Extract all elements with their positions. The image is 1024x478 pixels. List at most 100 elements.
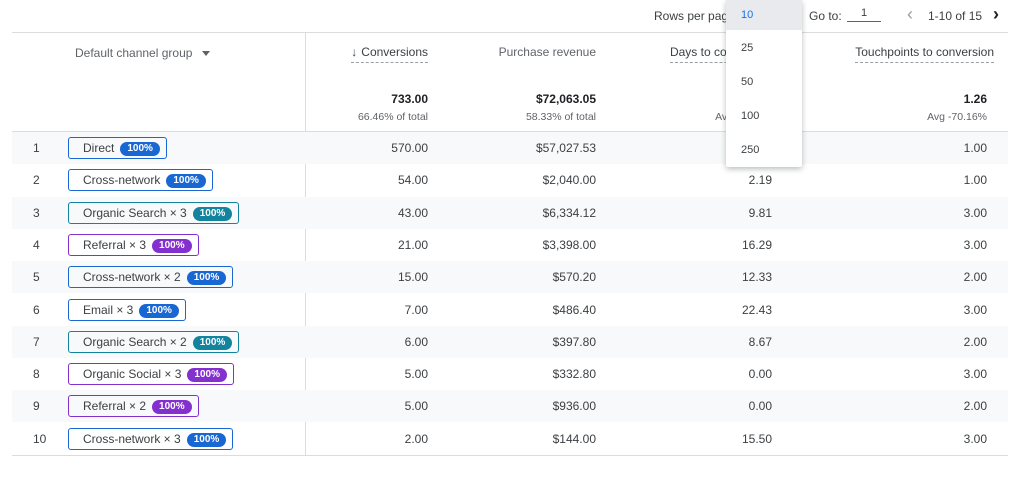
table-row[interactable]: 5 Cross-network × 2 100% 15.00 $570.20 12.33 2… <box>12 261 1008 294</box>
channel-label: Referral × 2 <box>83 399 147 414</box>
percent-badge: 100% <box>192 206 233 221</box>
touchpoints-average: Avg -70.16% <box>927 111 987 123</box>
percent-badge: 100% <box>192 335 233 350</box>
touchpoints-cell: 2.00 <box>963 334 987 349</box>
row-index: 8 <box>33 367 40 382</box>
dimension-selector[interactable]: Default channel group <box>75 46 211 60</box>
row-index: 2 <box>33 173 40 188</box>
column-label: Purchase revenue <box>498 45 596 59</box>
table-header: Default channel group ↓ Conversions Purch… <box>12 33 1008 131</box>
channel-chip[interactable]: Referral × 2 100% <box>68 395 199 418</box>
conversions-cell: 5.00 <box>404 399 428 414</box>
channel-chip[interactable]: Organic Social × 3 100% <box>68 363 234 386</box>
rows-option-25[interactable]: 25 <box>741 42 754 54</box>
touchpoints-cell: 3.00 <box>963 367 987 382</box>
conversions-cell: 570.00 <box>391 141 428 155</box>
revenue-cell: $332.80 <box>552 367 596 382</box>
column-header-touchpoints[interactable]: Touchpoints to conversion <box>855 45 994 63</box>
conversions-cell: 5.00 <box>404 367 428 382</box>
table-bottom-border <box>12 455 1008 456</box>
days-cell: 15.50 <box>741 431 772 446</box>
days-cell: 0.00 <box>748 399 772 414</box>
conversions-cell: 7.00 <box>404 302 428 317</box>
days-cell: 12.33 <box>741 270 772 285</box>
days-cell: 2.19 <box>748 173 772 188</box>
channel-chip[interactable]: Organic Search × 3 100% <box>68 201 240 224</box>
channel-chip[interactable]: Organic Search × 2 100% <box>68 330 240 353</box>
rows-per-page-menu: 10 25 50 100 250 <box>726 0 802 167</box>
conversions-cell: 2.00 <box>404 431 428 446</box>
days-cell: 22.43 <box>741 302 772 317</box>
revenue-cell: $57,027.53 <box>535 141 596 155</box>
channel-chip[interactable]: Direct 100% <box>68 137 167 159</box>
conversions-cell: 54.00 <box>397 173 428 188</box>
table-row[interactable]: 3 Organic Search × 3 100% 43.00 $6,334.12 9.8… <box>12 196 1008 229</box>
conversions-cell: 6.00 <box>404 334 428 349</box>
table-top-border <box>12 32 1008 33</box>
column-label: Conversions <box>361 45 428 59</box>
table-row[interactable]: 6 Email × 3 100% 7.00 $486.40 22.43 3.00 <box>12 294 1008 326</box>
table-row[interactable]: 8 Organic Social × 3 100% 5.00 $332.80 0.00 3.… <box>12 358 1008 390</box>
revenue-cell: $936.00 <box>552 399 596 414</box>
total-touchpoints: 1.26 <box>963 92 987 106</box>
dimension-column-divider <box>305 33 306 455</box>
row-index: 10 <box>33 431 47 446</box>
channel-chip[interactable]: Email × 3 100% <box>68 298 186 321</box>
channel-label: Organic Social × 3 <box>83 367 182 382</box>
channel-chip[interactable]: Cross-network × 2 100% <box>68 266 234 289</box>
table-row[interactable]: 9 Referral × 2 100% 5.00 $936.00 0.00 2.00 <box>12 390 1008 423</box>
touchpoints-cell: 3.00 <box>963 431 987 446</box>
channel-chip[interactable]: Cross-network × 3 100% <box>68 427 234 450</box>
revenue-cell: $397.80 <box>552 334 596 349</box>
row-index: 7 <box>33 334 40 349</box>
conversions-cell: 21.00 <box>397 237 428 252</box>
chevron-left-icon[interactable]: ‹ <box>907 4 913 24</box>
rows-option-250[interactable]: 250 <box>741 144 760 156</box>
chevron-right-icon[interactable]: › <box>993 4 999 24</box>
table-pager: Rows per page: Go to: ‹ 1-10 of 15 › <box>0 0 1024 32</box>
table-row[interactable]: 2 Cross-network 100% 54.00 $2,040.00 2.19 1.00 <box>12 164 1008 196</box>
conversions-cell: 15.00 <box>397 270 428 285</box>
touchpoints-cell: 2.00 <box>963 399 987 414</box>
table-row[interactable]: 7 Organic Search × 2 100% 6.00 $397.80 8.67 2.… <box>12 325 1008 358</box>
channel-chip[interactable]: Cross-network 100% <box>68 169 213 192</box>
table-row[interactable]: 4 Referral × 3 100% 21.00 $3,398.00 16.29 3.00 <box>12 229 1008 261</box>
percent-badge: 100% <box>186 271 227 286</box>
revenue-cell: $570.20 <box>552 270 596 285</box>
days-cell: 8.67 <box>748 334 772 349</box>
channel-chip[interactable]: Referral × 3 100% <box>68 233 199 256</box>
page-range: 1-10 of 15 <box>928 9 983 23</box>
rows-option-10[interactable]: 10 <box>726 0 802 30</box>
channel-label: Email × 3 <box>83 302 134 317</box>
sort-descending-icon: ↓ <box>351 45 358 59</box>
channel-label: Referral × 3 <box>83 237 147 252</box>
column-label: Touchpoints to conversion <box>855 45 994 59</box>
header-divider <box>12 131 1008 132</box>
days-cell: 16.29 <box>741 237 772 252</box>
total-conversions: 733.00 <box>391 92 428 106</box>
revenue-cell: $2,040.00 <box>542 173 596 188</box>
column-header-conversions[interactable]: ↓ Conversions <box>351 45 428 63</box>
table-row[interactable]: 1 Direct 100% 570.00 $57,027.53 1.00 <box>12 132 1008 164</box>
conversions-share: 66.46% of total <box>357 111 428 123</box>
touchpoints-cell: 1.00 <box>963 141 987 155</box>
percent-badge: 100% <box>152 400 192 415</box>
channel-label: Cross-network <box>83 173 161 188</box>
column-header-purchase-revenue[interactable]: Purchase revenue <box>499 45 596 59</box>
goto-label: Go to: <box>809 9 842 23</box>
revenue-cell: $486.40 <box>552 302 596 317</box>
touchpoints-cell: 2.00 <box>963 270 987 285</box>
revenue-cell: $144.00 <box>552 431 596 446</box>
conversions-cell: 43.00 <box>397 205 428 220</box>
percent-badge: 100% <box>152 238 192 253</box>
touchpoints-cell: 3.00 <box>963 302 987 317</box>
table-row[interactable]: 10 Cross-network × 3 100% 2.00 $144.00 15.50 3… <box>12 423 1008 455</box>
goto-page-input[interactable] <box>847 5 881 22</box>
percent-badge: 100% <box>186 432 227 447</box>
percent-badge: 100% <box>166 174 206 189</box>
row-index: 4 <box>33 237 40 252</box>
rows-option-50[interactable]: 50 <box>741 76 754 88</box>
percent-badge: 100% <box>139 303 179 318</box>
row-index: 3 <box>33 205 40 220</box>
rows-option-100[interactable]: 100 <box>741 110 760 122</box>
